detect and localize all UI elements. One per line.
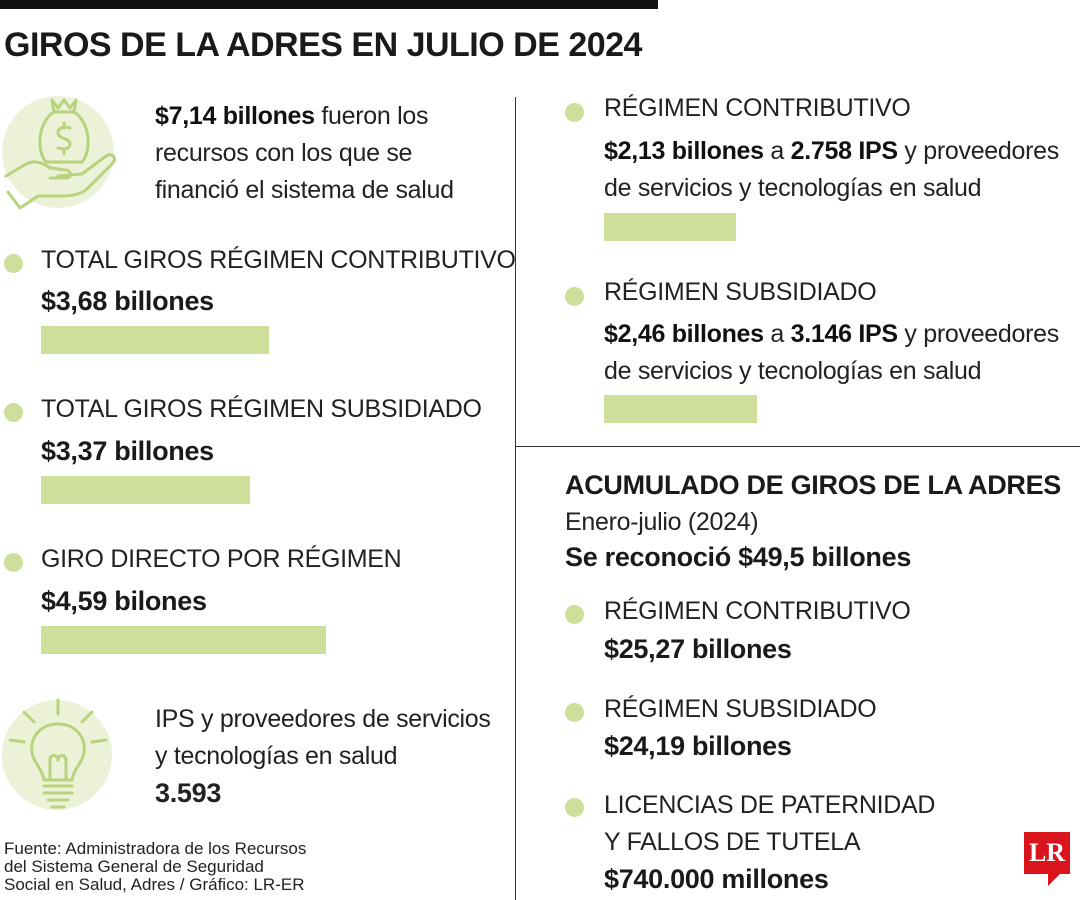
accumulated-item-value: $24,19 billones	[604, 731, 792, 761]
accumulated-total: Se reconoció $49,5 billones	[565, 542, 912, 572]
right-item-rest: y proveedores	[897, 137, 1059, 165]
right-item-amount: $2,46 billones	[604, 320, 764, 348]
bullet-dot	[565, 103, 584, 122]
ips-line1: IPS y proveedores de servicios	[155, 705, 491, 733]
right-item-text: $2,13 billones a 2.758 IPS y proveedores…	[604, 133, 1059, 207]
accumulated-item-value: $740.000 millones	[604, 864, 829, 894]
bullet-dot	[565, 703, 584, 722]
intro-line2: recursos con los que se	[155, 139, 413, 167]
light-bulb-icon	[8, 698, 108, 809]
intro-amount: $7,14 billones	[155, 102, 315, 130]
bar-giro-directo	[41, 626, 326, 654]
source-note: Fuente: Administradora de los Recursos d…	[4, 840, 306, 894]
bar-regimen-contributivo	[604, 213, 736, 241]
left-item-label: GIRO DIRECTO POR RÉGIMEN	[41, 545, 402, 573]
top-rule	[0, 0, 658, 9]
lr-logo: LR	[1024, 832, 1070, 874]
right-item-rest: y proveedores	[897, 320, 1059, 348]
right-item-amount: $2,13 billones	[604, 137, 764, 165]
accumulated-item-label-2: Y FALLOS DE TUTELA	[604, 828, 861, 856]
intro-text: $7,14 billones fueron los recursos con l…	[155, 98, 454, 209]
left-item-value: $4,59 bilones	[41, 586, 207, 616]
bullet-dot	[4, 403, 23, 422]
ips-text: IPS y proveedores de servicios y tecnolo…	[155, 701, 491, 812]
right-item-line2: de servicios y tecnologías en salud	[604, 174, 982, 202]
intro-line3: financió el sistema de salud	[155, 176, 454, 204]
bar-subsidiado	[41, 476, 250, 504]
page-title: GIROS DE LA ADRES EN JULIO DE 2024	[4, 26, 642, 64]
bullet-dot	[4, 254, 23, 273]
bullet-dot	[565, 605, 584, 624]
bullet-dot	[565, 798, 584, 817]
lr-logo-tail	[1048, 872, 1062, 886]
bullet-dot	[4, 553, 23, 572]
accumulated-item-label: LICENCIAS DE PATERNIDAD	[604, 791, 936, 819]
left-item-value: $3,37 billones	[41, 436, 214, 466]
right-item-line2: de servicios y tecnologías en salud	[604, 357, 982, 385]
accumulated-item-label: RÉGIMEN SUBSIDIADO	[604, 695, 877, 723]
accumulated-item-value: $25,27 billones	[604, 634, 792, 664]
right-item-ips: 3.146 IPS	[790, 320, 898, 348]
ips-line2: y tecnologías en salud	[155, 742, 398, 770]
accumulated-period: Enero-julio (2024)	[565, 508, 759, 536]
vertical-divider	[515, 97, 516, 900]
left-item-value: $3,68 billones	[41, 286, 214, 316]
accumulated-title: ACUMULADO DE GIROS DE LA ADRES	[565, 470, 1062, 500]
right-item-label: RÉGIMEN SUBSIDIADO	[604, 278, 877, 306]
bar-regimen-subsidiado	[604, 395, 757, 423]
right-item-connector: a	[763, 137, 791, 165]
bullet-dot	[565, 287, 584, 306]
right-item-label: RÉGIMEN CONTRIBUTIVO	[604, 94, 911, 122]
horizontal-divider	[515, 446, 1080, 447]
source-line1: Fuente: Administradora de los Recursos	[4, 839, 307, 858]
intro-line1: fueron los	[314, 102, 429, 130]
ips-count: 3.593	[155, 778, 222, 808]
accumulated-item-label: RÉGIMEN CONTRIBUTIVO	[604, 597, 911, 625]
money-bag-hand-icon	[4, 98, 116, 210]
left-item-label: TOTAL GIROS RÉGIMEN CONTRIBUTIVO	[41, 246, 516, 274]
right-item-ips: 2.758 IPS	[790, 137, 898, 165]
money-icon-bg	[2, 96, 114, 208]
source-line2: del Sistema General de Seguridad	[4, 857, 264, 876]
bar-contributivo	[41, 326, 269, 354]
source-line3: Social en Salud, Adres / Gráfico: LR-ER	[4, 875, 305, 894]
left-item-label: TOTAL GIROS RÉGIMEN SUBSIDIADO	[41, 395, 482, 423]
right-item-connector: a	[763, 320, 791, 348]
right-item-text: $2,46 billones a 3.146 IPS y proveedores…	[604, 316, 1059, 390]
